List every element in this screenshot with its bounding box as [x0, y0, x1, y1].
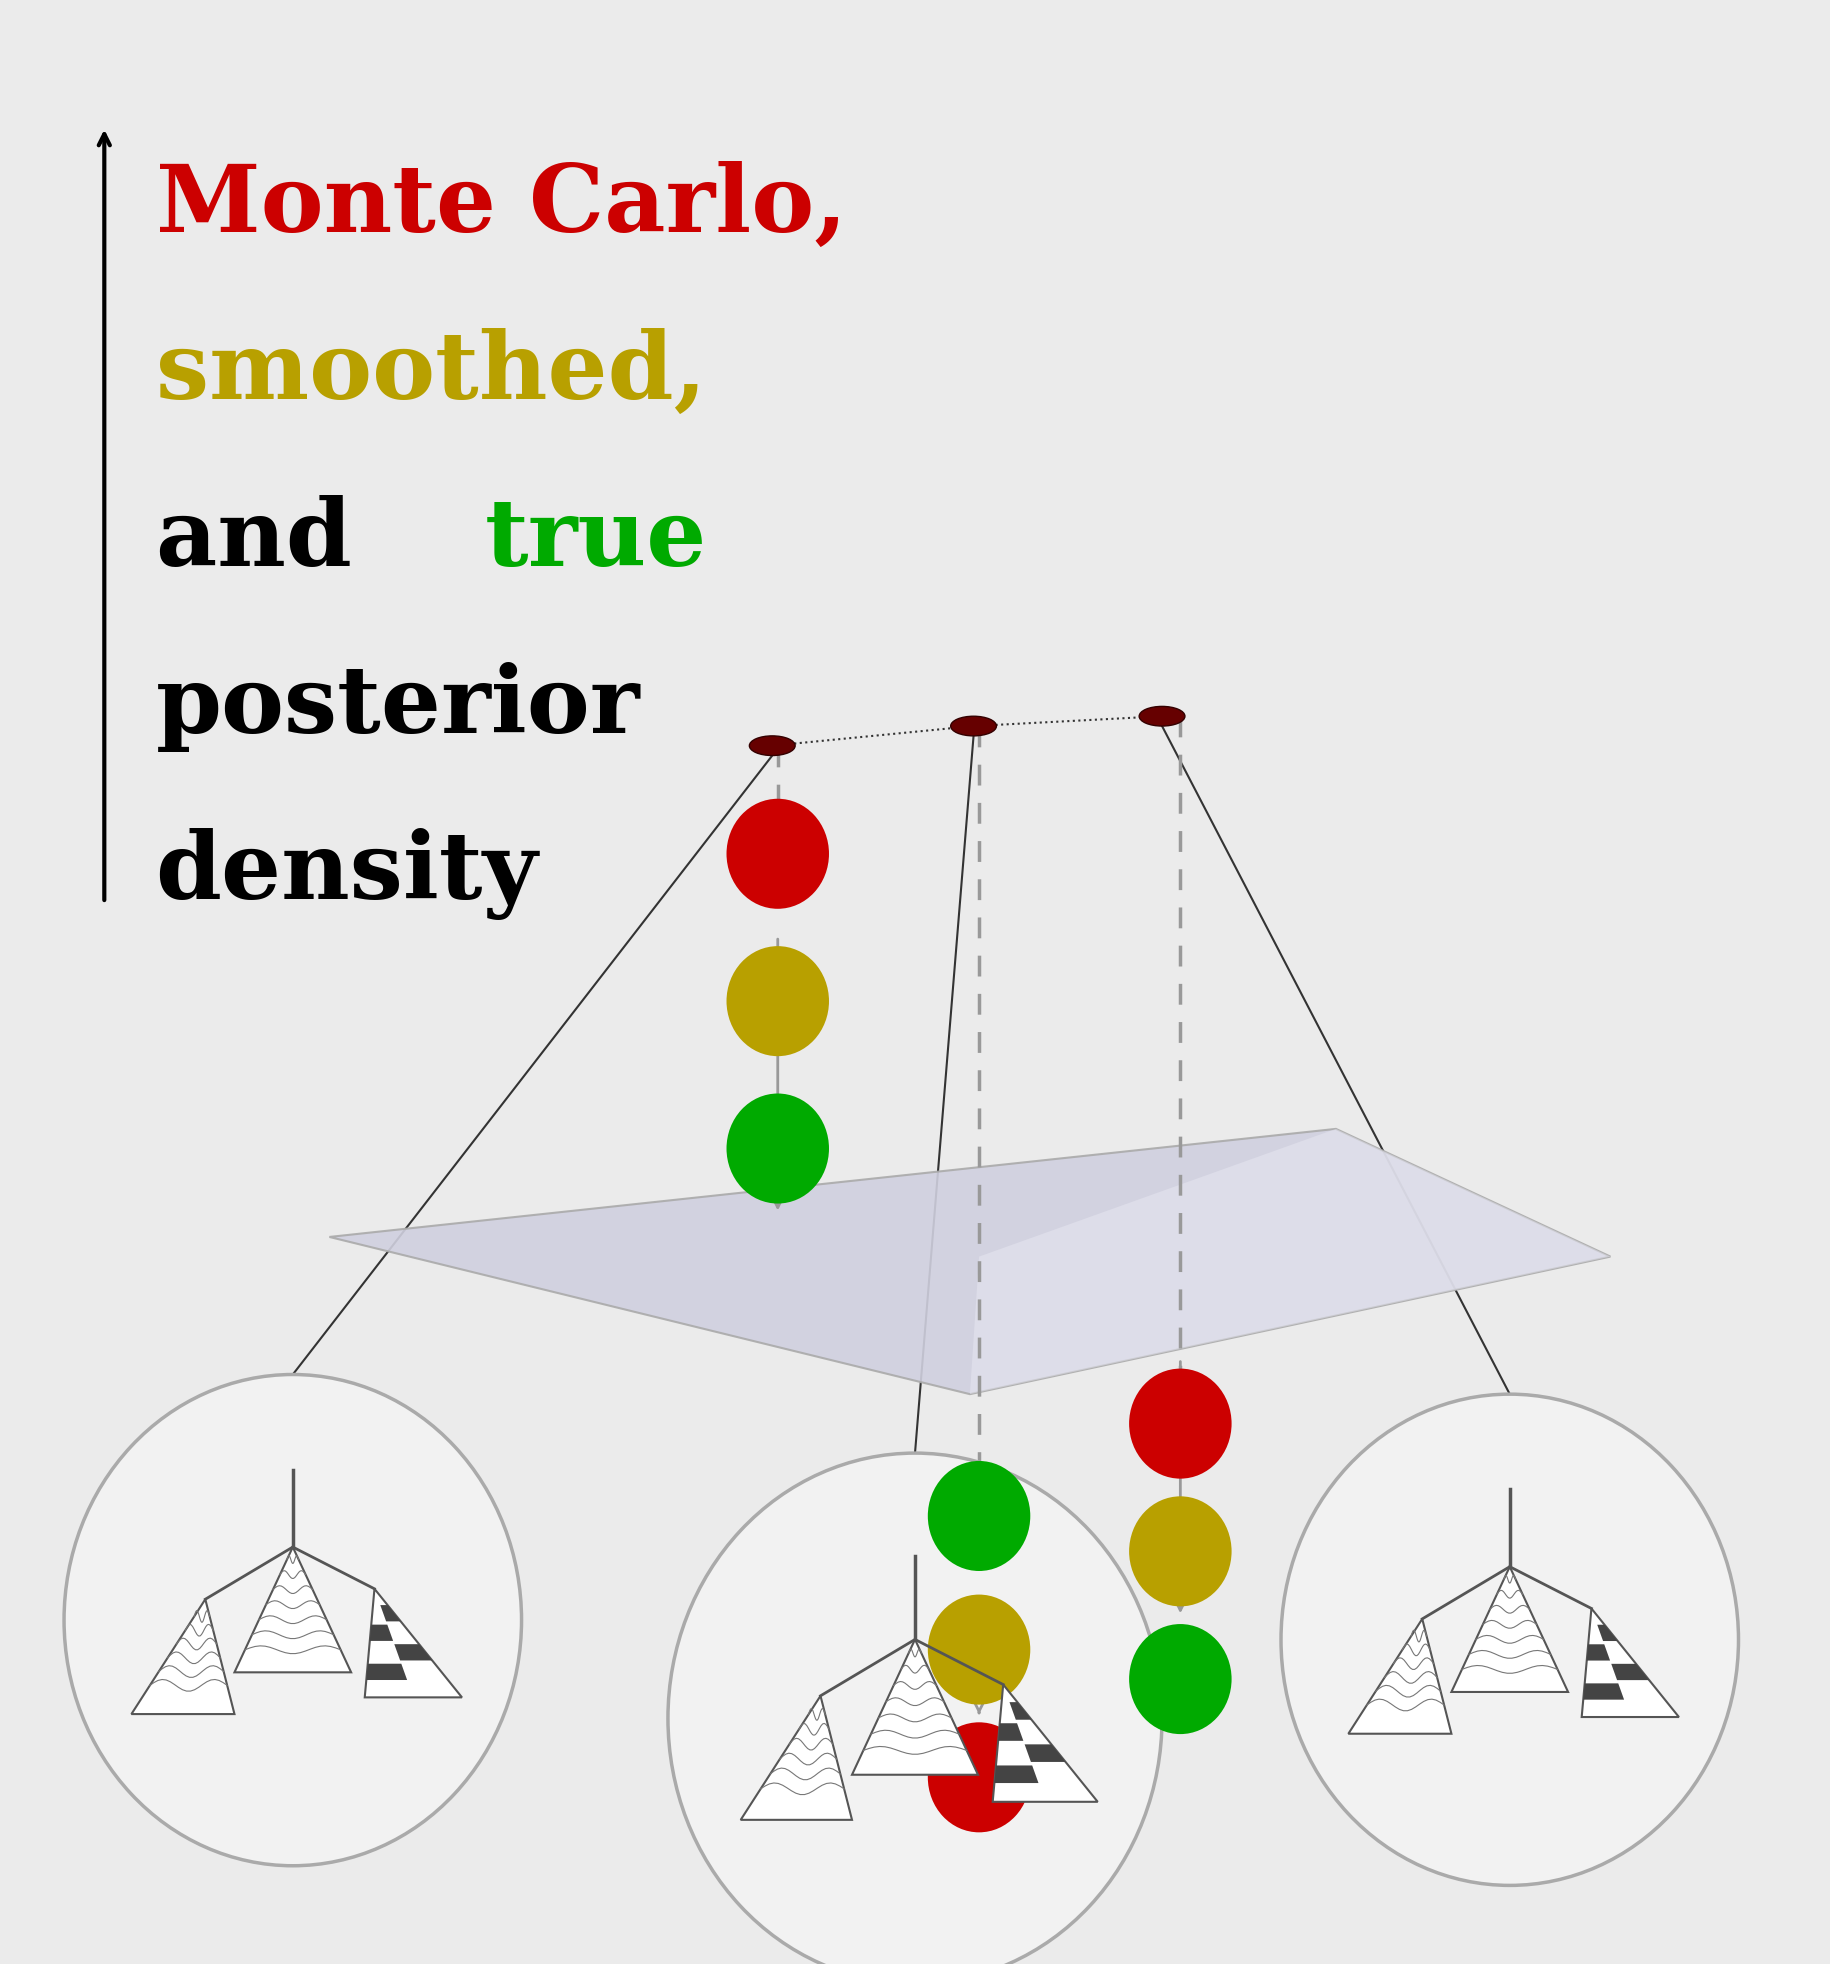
- Polygon shape: [1610, 1664, 1649, 1681]
- Circle shape: [64, 1375, 522, 1866]
- Polygon shape: [364, 1589, 461, 1697]
- Circle shape: [928, 1461, 1030, 1571]
- Circle shape: [928, 1595, 1030, 1705]
- Polygon shape: [1598, 1624, 1618, 1642]
- Text: density: density: [156, 829, 538, 919]
- Polygon shape: [853, 1640, 977, 1775]
- Polygon shape: [1583, 1683, 1623, 1699]
- Polygon shape: [997, 1722, 1023, 1740]
- Text: true: true: [485, 495, 708, 585]
- Text: posterior: posterior: [156, 662, 640, 752]
- Circle shape: [1281, 1394, 1738, 1885]
- Polygon shape: [970, 1129, 1610, 1394]
- Polygon shape: [1581, 1609, 1678, 1717]
- Circle shape: [727, 1094, 829, 1204]
- Ellipse shape: [750, 736, 794, 756]
- Polygon shape: [234, 1548, 351, 1673]
- Polygon shape: [132, 1599, 234, 1715]
- Polygon shape: [381, 1605, 401, 1622]
- Circle shape: [1129, 1624, 1232, 1734]
- Circle shape: [727, 799, 829, 909]
- Circle shape: [727, 947, 829, 1057]
- Polygon shape: [366, 1664, 406, 1679]
- Circle shape: [1129, 1497, 1232, 1607]
- Polygon shape: [393, 1644, 432, 1662]
- Text: Monte Carlo,: Monte Carlo,: [156, 161, 847, 251]
- Polygon shape: [1010, 1703, 1032, 1720]
- Polygon shape: [741, 1697, 853, 1821]
- Text: smoothed,: smoothed,: [156, 328, 706, 418]
- Polygon shape: [994, 1766, 1038, 1783]
- Polygon shape: [992, 1685, 1098, 1801]
- Text: and: and: [156, 495, 384, 585]
- Circle shape: [668, 1453, 1162, 1964]
- Polygon shape: [329, 1129, 1610, 1394]
- Circle shape: [1129, 1369, 1232, 1479]
- Polygon shape: [1587, 1644, 1610, 1662]
- Polygon shape: [1451, 1567, 1568, 1693]
- Ellipse shape: [952, 717, 996, 736]
- Circle shape: [928, 1722, 1030, 1832]
- Polygon shape: [1025, 1744, 1065, 1762]
- Polygon shape: [1349, 1618, 1451, 1734]
- Polygon shape: [370, 1624, 393, 1642]
- Ellipse shape: [1138, 707, 1186, 727]
